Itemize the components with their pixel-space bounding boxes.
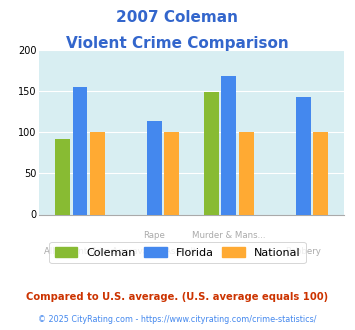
Legend: Coleman, Florida, National: Coleman, Florida, National: [49, 242, 306, 263]
Text: Rape: Rape: [143, 231, 165, 240]
Bar: [239, 132, 253, 214]
Text: Aggravated Assault: Aggravated Assault: [112, 248, 197, 256]
Bar: [313, 132, 328, 214]
Bar: [90, 132, 105, 214]
Bar: [222, 76, 236, 215]
Text: All Violent Crime: All Violent Crime: [44, 248, 116, 256]
Text: 2007 Coleman: 2007 Coleman: [116, 10, 239, 25]
Bar: [147, 121, 162, 214]
Text: Compared to U.S. average. (U.S. average equals 100): Compared to U.S. average. (U.S. average …: [26, 292, 329, 302]
Bar: [296, 97, 311, 214]
Text: © 2025 CityRating.com - https://www.cityrating.com/crime-statistics/: © 2025 CityRating.com - https://www.city…: [38, 315, 317, 324]
Bar: [204, 91, 219, 214]
Bar: [55, 139, 70, 214]
Bar: [164, 132, 179, 214]
Bar: [72, 86, 87, 214]
Text: Murder & Mans...: Murder & Mans...: [192, 231, 266, 240]
Text: Violent Crime Comparison: Violent Crime Comparison: [66, 36, 289, 51]
Text: Robbery: Robbery: [285, 248, 321, 256]
